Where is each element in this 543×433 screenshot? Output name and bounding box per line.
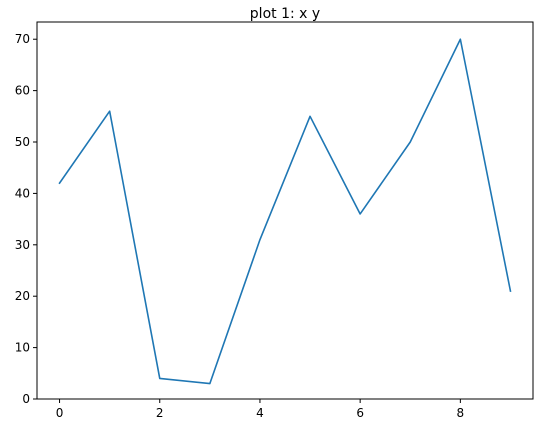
y-tick-label: 60 (15, 84, 30, 98)
y-tick-label: 40 (15, 186, 30, 200)
y-tick-label: 70 (15, 32, 30, 46)
plot-frame (36, 21, 534, 400)
y-tick-label: 50 (15, 135, 30, 149)
series-layer (58, 38, 512, 385)
y-tick-label: 30 (15, 238, 30, 252)
x-tick-label: 4 (256, 406, 264, 420)
x-axis: 0 2 4 6 8 (56, 399, 464, 420)
x-tick-label: 6 (356, 406, 364, 420)
x-tick-label: 2 (156, 406, 164, 420)
series-line-0 (58, 38, 512, 385)
y-tick-label: 10 (15, 341, 30, 355)
y-axis: 0 10 20 30 40 50 60 70 (15, 32, 37, 406)
x-tick-label: 0 (56, 406, 64, 420)
y-tick-label: 0 (22, 392, 30, 406)
chart-title: plot 1: x y (250, 6, 320, 22)
x-tick-label: 8 (457, 406, 465, 420)
y-tick-label: 20 (15, 289, 30, 303)
